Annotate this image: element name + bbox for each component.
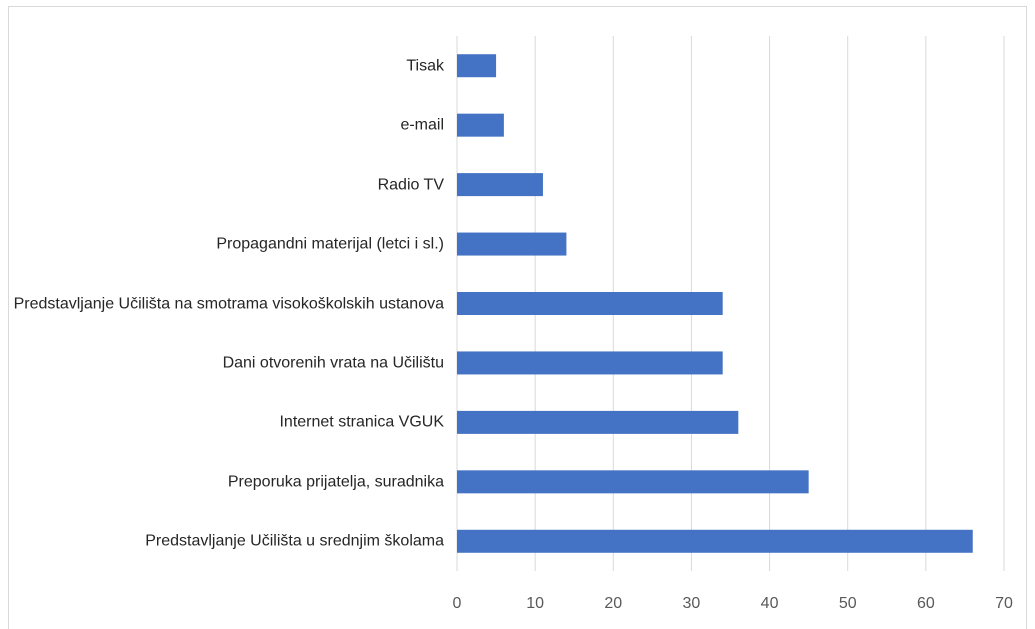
y-tick-text: Radio TV (377, 176, 444, 194)
y-tick-label: e-mail (10, 115, 444, 136)
bar (457, 173, 543, 197)
y-tick-text: Internet stranica VGUK (279, 413, 444, 431)
y-tick-text: Propagandni materijal (letci i sl.) (216, 235, 444, 253)
y-tick-label: Predstavljanje Učilišta u srednjim škola… (10, 531, 444, 552)
bar (457, 529, 973, 553)
y-tick-label: Internet stranica VGUK (10, 412, 444, 433)
y-tick-label: Tisak (10, 55, 444, 76)
bar (457, 470, 809, 494)
y-tick-text: Preporuka prijatelja, suradnika (227, 473, 444, 491)
y-tick-text: Tisak (406, 57, 444, 75)
y-tick-text: Predstavljanje Učilišta na smotrama viso… (13, 295, 444, 312)
x-tick-label: 40 (761, 595, 779, 612)
x-tick-label: 50 (839, 595, 857, 612)
chart-frame (8, 6, 1027, 629)
x-tick-label: 30 (683, 595, 701, 612)
bar (457, 351, 723, 375)
y-tick-text: e-mail (400, 116, 444, 134)
y-tick-label: Dani otvorenih vrata na Učilištu (10, 352, 444, 373)
x-tick-label: 10 (526, 595, 544, 612)
x-tick-label: 0 (453, 595, 462, 612)
x-tick-label: 20 (604, 595, 622, 612)
y-tick-label: Propagandni materijal (letci i sl.) (10, 234, 444, 255)
bar (457, 292, 723, 315)
bar (457, 410, 739, 434)
y-tick-label: Radio TV (10, 174, 444, 195)
y-tick-text: Predstavljanje Učilišta u srednjim škola… (145, 532, 444, 550)
y-tick-label: Preporuka prijatelja, suradnika (10, 471, 444, 492)
y-tick-text: Dani otvorenih vrata na Učilištu (222, 354, 444, 372)
bar (457, 232, 567, 256)
x-tick-label: 70 (995, 595, 1013, 612)
bar (457, 54, 497, 78)
bar (457, 113, 504, 137)
y-tick-label: Predstavljanje Učilišta na smotrama viso… (10, 293, 444, 314)
x-tick-label: 60 (917, 595, 935, 612)
